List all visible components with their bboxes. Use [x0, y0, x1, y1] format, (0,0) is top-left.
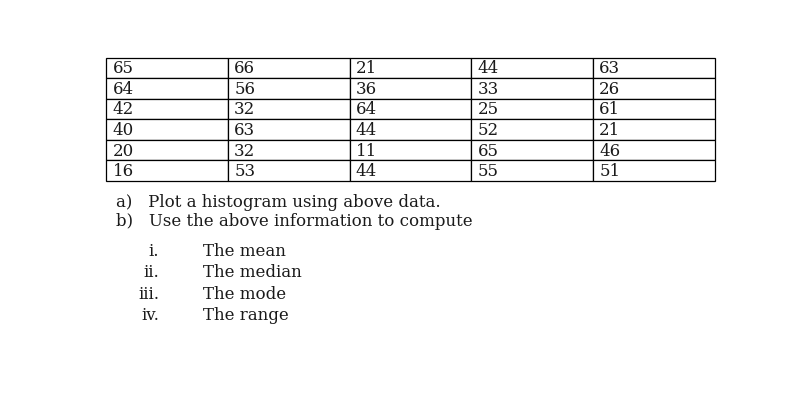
Text: 61: 61 — [599, 101, 620, 118]
Bar — [350, 58, 471, 79]
Text: 32: 32 — [234, 142, 256, 159]
Bar — [471, 99, 593, 120]
Bar — [471, 58, 593, 79]
Text: a)   Plot a histogram using above data.: a) Plot a histogram using above data. — [115, 193, 441, 210]
Bar — [350, 99, 471, 120]
Text: 65: 65 — [477, 142, 498, 159]
Text: The range: The range — [203, 306, 288, 324]
Text: 25: 25 — [477, 101, 499, 118]
Text: The mean: The mean — [203, 242, 285, 259]
Bar — [107, 58, 228, 79]
Bar — [350, 161, 471, 181]
Bar — [471, 140, 593, 161]
Text: 26: 26 — [599, 81, 620, 98]
Bar — [593, 161, 714, 181]
Bar — [471, 79, 593, 99]
Text: 63: 63 — [234, 122, 256, 139]
Text: 21: 21 — [356, 60, 377, 77]
Bar — [593, 79, 714, 99]
Text: 32: 32 — [234, 101, 256, 118]
Bar — [107, 120, 228, 140]
Bar — [228, 58, 350, 79]
Text: 11: 11 — [356, 142, 377, 159]
Text: 21: 21 — [599, 122, 621, 139]
Text: 65: 65 — [112, 60, 134, 77]
Bar — [107, 79, 228, 99]
Bar — [107, 161, 228, 181]
Text: 33: 33 — [477, 81, 499, 98]
Bar — [228, 161, 350, 181]
Bar — [107, 99, 228, 120]
Bar — [228, 140, 350, 161]
Text: 46: 46 — [599, 142, 620, 159]
Text: 40: 40 — [112, 122, 134, 139]
Bar — [228, 79, 350, 99]
Text: b)   Use the above information to compute: b) Use the above information to compute — [115, 212, 473, 229]
Text: 51: 51 — [599, 163, 620, 180]
Bar — [350, 79, 471, 99]
Bar — [593, 99, 714, 120]
Bar — [228, 99, 350, 120]
Bar — [350, 140, 471, 161]
Text: 64: 64 — [112, 81, 134, 98]
Text: 16: 16 — [112, 163, 134, 180]
Bar — [471, 120, 593, 140]
Text: i.: i. — [149, 242, 159, 259]
Text: 20: 20 — [112, 142, 134, 159]
Bar — [107, 140, 228, 161]
Text: 64: 64 — [356, 101, 377, 118]
Text: 63: 63 — [599, 60, 620, 77]
Text: 56: 56 — [234, 81, 256, 98]
Text: 36: 36 — [356, 81, 377, 98]
Text: 44: 44 — [477, 60, 499, 77]
Text: iii.: iii. — [138, 285, 159, 302]
Bar — [228, 120, 350, 140]
Text: 44: 44 — [356, 163, 377, 180]
Bar — [593, 58, 714, 79]
Text: 53: 53 — [234, 163, 256, 180]
Text: The median: The median — [203, 263, 301, 281]
Bar — [593, 120, 714, 140]
Bar — [471, 161, 593, 181]
Text: 44: 44 — [356, 122, 377, 139]
Text: iv.: iv. — [141, 306, 159, 324]
Bar — [350, 120, 471, 140]
Text: 42: 42 — [112, 101, 134, 118]
Text: ii.: ii. — [143, 263, 159, 281]
Bar — [593, 140, 714, 161]
Text: 55: 55 — [477, 163, 498, 180]
Text: 52: 52 — [477, 122, 499, 139]
Text: 66: 66 — [234, 60, 256, 77]
Text: The mode: The mode — [203, 285, 286, 302]
